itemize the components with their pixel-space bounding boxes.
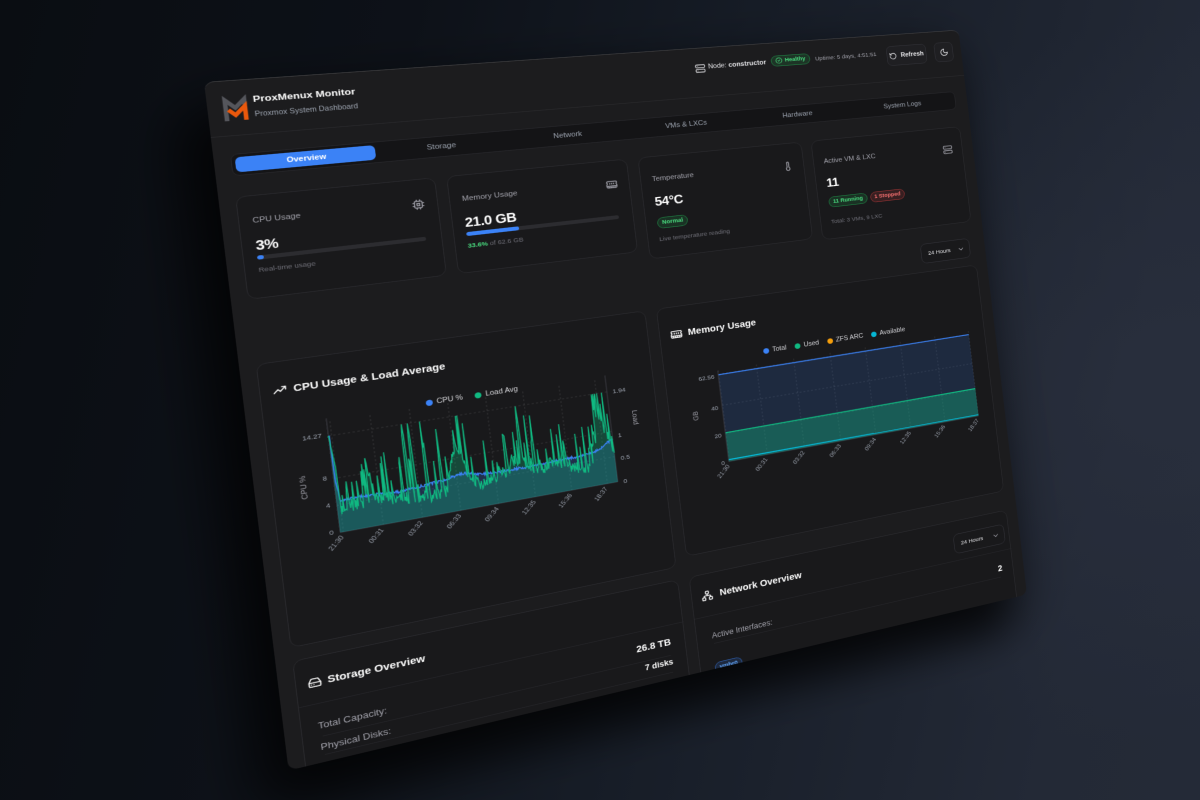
svg-text:09:34: 09:34	[863, 436, 877, 452]
svg-text:18:37: 18:37	[592, 486, 609, 503]
svg-text:40: 40	[711, 404, 719, 412]
svg-text:0: 0	[623, 477, 628, 485]
svg-text:Load: Load	[630, 409, 640, 425]
svg-text:15:36: 15:36	[933, 424, 947, 439]
svg-text:GB: GB	[691, 410, 701, 421]
svg-text:12:35: 12:35	[520, 499, 537, 516]
svg-text:18:37: 18:37	[967, 418, 981, 433]
svg-text:06:33: 06:33	[445, 513, 463, 530]
svg-text:00:31: 00:31	[754, 456, 769, 472]
svg-text:03:32: 03:32	[406, 520, 425, 538]
svg-text:06:33: 06:33	[828, 443, 843, 459]
svg-text:1: 1	[617, 431, 622, 439]
svg-text:21:30: 21:30	[716, 463, 732, 479]
svg-text:09:34: 09:34	[483, 506, 501, 523]
svg-text:0: 0	[721, 459, 725, 467]
svg-text:03:32: 03:32	[791, 450, 806, 466]
svg-text:00:31: 00:31	[367, 527, 386, 545]
svg-text:15:36: 15:36	[557, 492, 574, 509]
svg-text:1.94: 1.94	[612, 386, 626, 395]
svg-text:CPU %: CPU %	[297, 475, 310, 501]
svg-text:0.5: 0.5	[620, 453, 630, 462]
svg-text:4: 4	[325, 501, 330, 509]
svg-text:62.56: 62.56	[698, 373, 715, 382]
svg-text:8: 8	[322, 474, 327, 482]
svg-text:12:35: 12:35	[898, 430, 912, 445]
svg-text:20: 20	[714, 432, 722, 440]
svg-text:0: 0	[329, 528, 334, 536]
svg-text:14.27: 14.27	[302, 432, 322, 443]
